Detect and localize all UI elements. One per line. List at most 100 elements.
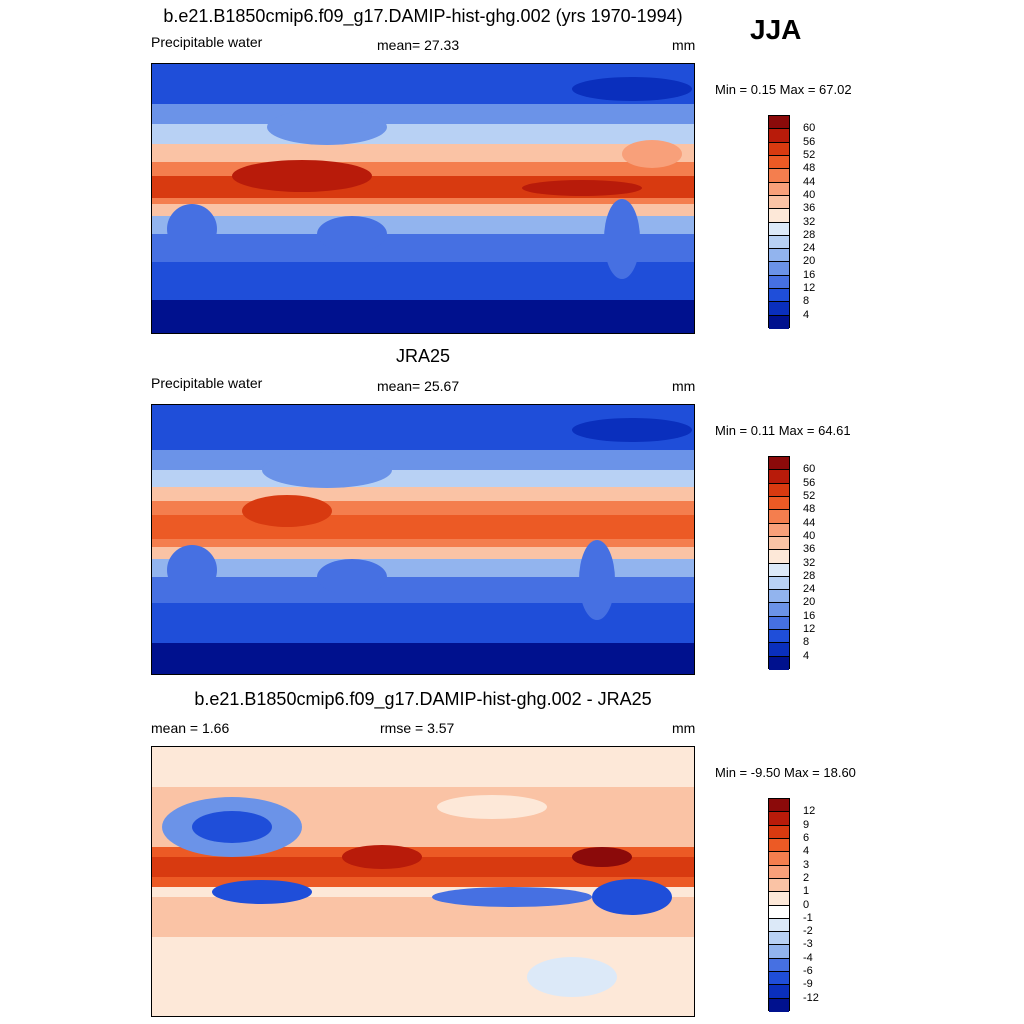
panel-3-colorbar (768, 798, 790, 1012)
colorbar-tick-label: 20 (803, 596, 816, 609)
colorbar-tick-label: 4 (803, 649, 810, 662)
panel-2-title: JRA25 (395, 346, 451, 366)
colorbar-tick-label: 44 (803, 175, 816, 188)
colorbar-box (769, 302, 789, 316)
panel-2-field (152, 405, 694, 674)
colorbar-box (769, 985, 789, 999)
panel-1-title: b.e21.B1850cmip6.f09_g17.DAMIP-hist-ghg.… (163, 6, 683, 26)
colorbar-tick-label: 40 (803, 188, 816, 201)
colorbar-tick-label: 9 (803, 818, 810, 831)
colorbar-box (769, 195, 789, 210)
colorbar-box (769, 825, 789, 839)
colorbar-tick-label: 32 (803, 215, 816, 228)
colorbar-tick-label: 12 (803, 623, 816, 636)
colorbar-tick-label: 60 (803, 122, 816, 135)
colorbar-tick-label: 36 (803, 543, 816, 556)
colorbar-tick-label: 60 (803, 463, 816, 476)
panel-1-mean-label: mean= 27.33 (377, 37, 460, 53)
colorbar-box (769, 155, 789, 170)
colorbar-box (769, 315, 789, 329)
colorbar-tick-label: -4 (803, 951, 813, 964)
colorbar-box (769, 945, 789, 959)
panel-3-minmax: Min = -9.50 Max = 18.60 (715, 765, 856, 780)
colorbar-tick-label: 16 (803, 268, 816, 281)
colorbar-box (769, 523, 789, 537)
panel-3-map (151, 746, 695, 1017)
colorbar-tick-label: 16 (803, 609, 816, 622)
colorbar-box (769, 643, 789, 657)
panel-2-colorbar (768, 456, 790, 670)
colorbar-box (769, 563, 789, 577)
colorbar-tick-label: -6 (803, 965, 813, 978)
colorbar-box (769, 616, 789, 631)
colorbar-box (769, 249, 789, 263)
panel-2-minmax: Min = 0.11 Max = 64.61 (715, 423, 851, 438)
colorbar-tick-label: 56 (803, 476, 816, 489)
colorbar-box (769, 865, 789, 879)
colorbar-tick-label: -9 (803, 978, 813, 991)
colorbar-tick-label: 24 (803, 242, 816, 255)
colorbar-tick-label: 20 (803, 255, 816, 268)
colorbar-box (769, 510, 789, 524)
colorbar-tick-label: 24 (803, 583, 816, 596)
colorbar-tick-label: 28 (803, 228, 816, 241)
panel-3-rmse-label: rmse = 3.57 (380, 720, 455, 736)
colorbar-tick-label: 36 (803, 202, 816, 215)
colorbar-box (769, 209, 789, 223)
colorbar-box (769, 576, 789, 591)
panel-3-title: b.e21.B1850cmip6.f09_g17.DAMIP-hist-ghg.… (194, 689, 652, 709)
colorbar-box (769, 169, 789, 183)
colorbar-box (769, 470, 789, 484)
colorbar-box (769, 235, 789, 250)
colorbar-tick-label: 52 (803, 489, 816, 502)
panel-1-colorbar (768, 115, 790, 329)
colorbar-tick-label: 8 (803, 295, 810, 308)
colorbar-box (769, 116, 789, 130)
colorbar-tick-label: -2 (803, 925, 813, 938)
colorbar-box (769, 496, 789, 511)
colorbar-tick-label: 32 (803, 556, 816, 569)
panel-2-units-label: mm (672, 378, 696, 394)
colorbar-box (769, 852, 789, 866)
colorbar-box (769, 275, 789, 290)
colorbar-box (769, 972, 789, 986)
colorbar-box (769, 905, 789, 919)
colorbar-box (769, 932, 789, 946)
colorbar-box (769, 289, 789, 303)
colorbar-box (769, 998, 789, 1012)
colorbar-tick-label: 8 (803, 636, 810, 649)
colorbar-tick-label: 4 (803, 845, 810, 858)
colorbar-box (769, 838, 789, 853)
colorbar-tick-label: -3 (803, 938, 813, 951)
colorbar-tick-label: 0 (803, 898, 810, 911)
colorbar-box (769, 142, 789, 156)
colorbar-tick-label: 1 (803, 885, 810, 898)
colorbar-box (769, 536, 789, 551)
panel-3-mean-label: mean = 1.66 (151, 720, 230, 736)
colorbar-box (769, 918, 789, 933)
colorbar-tick-label: 12 (803, 282, 816, 295)
colorbar-box (769, 799, 789, 813)
panel-3-field (152, 747, 694, 1016)
colorbar-box (769, 892, 789, 906)
colorbar-box (769, 812, 789, 826)
colorbar-box (769, 129, 789, 143)
colorbar-box (769, 262, 789, 276)
panel-1-units-label: mm (672, 37, 696, 53)
colorbar-tick-label: 6 (803, 831, 810, 844)
colorbar-tick-label: 3 (803, 858, 810, 871)
colorbar-tick-label: 2 (803, 871, 810, 884)
colorbar-tick-label: -1 (803, 911, 813, 924)
colorbar-box (769, 182, 789, 196)
colorbar-tick-label: 48 (803, 162, 816, 175)
colorbar-box (769, 656, 789, 670)
colorbar-tick-label: 56 (803, 135, 816, 148)
colorbar-tick-label: 12 (803, 805, 816, 818)
panel-2-map (151, 404, 695, 675)
colorbar-tick-label: -12 (803, 991, 819, 1004)
panel-1-field (152, 64, 694, 333)
colorbar-tick-label: 4 (803, 308, 810, 321)
panel-1-minmax: Min = 0.15 Max = 67.02 (715, 82, 852, 97)
panel-2-mean-label: mean= 25.67 (377, 378, 460, 394)
colorbar-box (769, 457, 789, 471)
